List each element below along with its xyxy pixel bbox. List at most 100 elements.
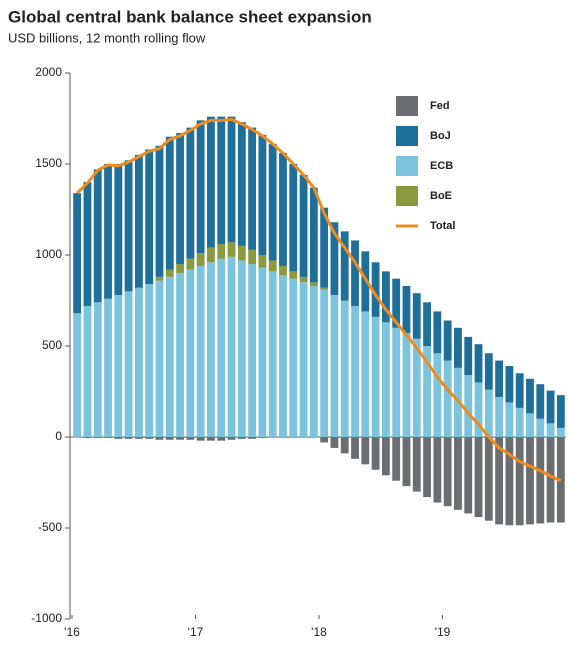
bar	[526, 437, 534, 525]
bar	[176, 133, 184, 265]
bar	[402, 285, 411, 334]
bar	[268, 260, 277, 272]
x-tick-label: '18	[311, 625, 327, 639]
bar	[484, 353, 493, 390]
bar	[248, 264, 257, 437]
bar	[145, 149, 154, 285]
bar	[371, 437, 380, 470]
y-tick-label: 1500	[35, 156, 62, 170]
bar	[309, 282, 318, 286]
bar	[330, 222, 339, 296]
legend-label: Total	[430, 220, 455, 232]
bar	[536, 437, 545, 524]
bar	[176, 264, 184, 274]
bar	[258, 134, 267, 255]
bar	[299, 174, 308, 277]
bar	[320, 207, 329, 288]
bar	[186, 437, 195, 440]
bar	[93, 302, 102, 437]
bar	[454, 327, 462, 368]
bar	[279, 153, 287, 266]
bar	[351, 240, 359, 306]
x-tick-label: '16	[64, 625, 80, 639]
bar	[217, 244, 226, 259]
bar	[495, 396, 504, 437]
bar	[186, 269, 195, 437]
bar	[289, 271, 298, 279]
bar	[546, 437, 555, 523]
bar	[381, 271, 390, 323]
bar	[227, 242, 236, 257]
bar	[104, 164, 112, 299]
bar	[165, 136, 174, 270]
bar	[114, 164, 123, 296]
bar	[237, 437, 246, 439]
bar	[268, 271, 277, 437]
bar	[227, 437, 236, 440]
bar	[340, 231, 349, 301]
bar	[423, 437, 431, 498]
bar	[361, 311, 370, 437]
total-line	[76, 117, 562, 483]
bar	[474, 437, 483, 518]
bar	[381, 322, 390, 437]
bar	[114, 295, 123, 437]
bar	[402, 437, 411, 487]
bar	[330, 437, 339, 448]
bar	[433, 437, 442, 503]
bar	[515, 373, 524, 408]
bar	[423, 346, 431, 437]
bar	[258, 267, 267, 437]
bar	[268, 143, 277, 261]
bar	[124, 291, 133, 437]
bar	[361, 437, 370, 465]
bar	[443, 437, 452, 507]
bar	[505, 366, 514, 403]
bar	[402, 333, 411, 437]
bar	[546, 423, 555, 437]
y-tick-label: 2000	[35, 65, 62, 79]
bar	[495, 360, 504, 397]
bar	[155, 276, 164, 281]
bar	[155, 437, 164, 440]
bar	[556, 427, 565, 437]
bar	[196, 120, 205, 254]
bar	[309, 187, 318, 283]
legend-swatch	[396, 186, 418, 206]
legend-label: BoJ	[430, 130, 451, 142]
bar	[227, 116, 236, 243]
bar	[237, 122, 246, 246]
legend-swatch	[396, 126, 418, 146]
bar	[526, 378, 534, 414]
bar	[340, 437, 349, 454]
bar	[392, 278, 401, 328]
bar	[289, 278, 298, 437]
chart-title: Global central bank balance sheet expans…	[8, 7, 372, 26]
bar	[474, 382, 483, 437]
x-tick-label: '17	[188, 625, 204, 639]
bar	[433, 311, 442, 354]
bar	[155, 280, 164, 437]
bar	[412, 293, 421, 339]
bar	[196, 265, 205, 437]
bar	[248, 437, 257, 439]
bar	[546, 390, 555, 424]
chart-subtitle: USD billions, 12 month rolling flow	[8, 30, 206, 45]
bar	[207, 437, 215, 441]
bar	[93, 169, 102, 303]
bar	[309, 285, 318, 437]
bar	[134, 154, 143, 288]
bar	[165, 276, 174, 437]
bar	[207, 116, 215, 248]
bar	[93, 437, 102, 438]
bar	[474, 344, 483, 383]
bar	[237, 260, 246, 437]
bar	[351, 437, 359, 459]
bar	[299, 282, 308, 437]
bar	[556, 395, 565, 428]
bar	[165, 269, 174, 277]
bar	[124, 437, 133, 439]
bar	[73, 313, 82, 437]
bar	[104, 298, 112, 437]
